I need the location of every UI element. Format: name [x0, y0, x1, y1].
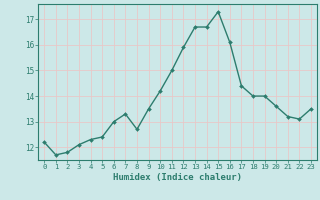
X-axis label: Humidex (Indice chaleur): Humidex (Indice chaleur) [113, 173, 242, 182]
